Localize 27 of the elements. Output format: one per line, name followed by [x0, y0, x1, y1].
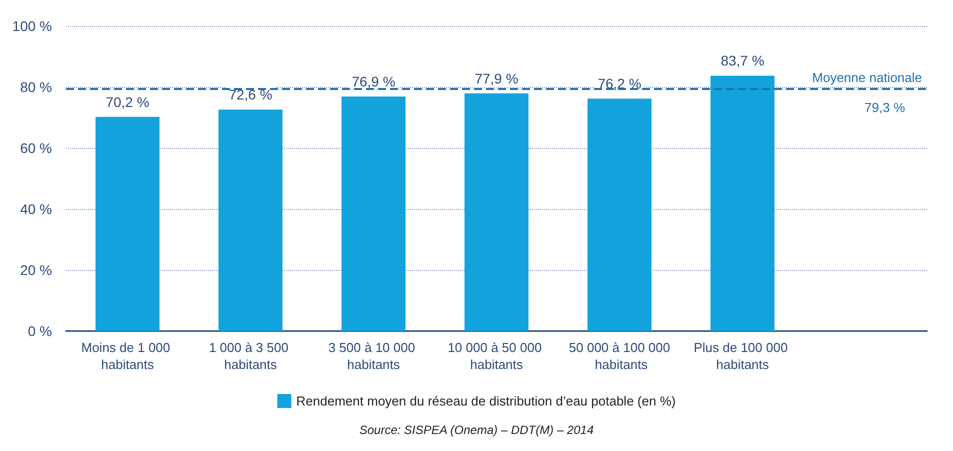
data-label: 83,7 % — [720, 52, 764, 69]
x-tick-label: 50 000 à 100 000 habitants — [568, 340, 670, 372]
data-label: 72,6 % — [228, 86, 272, 103]
data-label: 70,2 % — [106, 94, 150, 110]
y-tick-label: 100 % — [12, 18, 52, 34]
legend-label: Rendement moyen du réseau de distribution d’eau potable (en %) — [296, 394, 676, 408]
bar — [218, 110, 282, 331]
y-tick-label: 40 % — [20, 201, 52, 217]
y-tick-label: 20 % — [20, 262, 52, 278]
bar — [710, 76, 774, 331]
bar — [464, 93, 528, 331]
annotation: 79,3 % — [864, 100, 906, 116]
y-tick-label: 80 % — [20, 79, 52, 95]
y-tick-label: 0 % — [28, 323, 52, 339]
x-tick-label: 10 000 à 50 000 habitants — [448, 340, 546, 372]
data-label: 77,9 % — [474, 70, 518, 86]
bar — [96, 116, 160, 331]
data-label: 76,9 % — [352, 73, 396, 90]
ref-line-label: Moyenne nationale — [812, 70, 922, 86]
source-note: Source: SISPEA (Onema) – DDT(M) – 2014 — [359, 423, 594, 437]
bar — [342, 96, 406, 331]
y-tick-label: 60 % — [20, 140, 52, 156]
x-tick-label: Plus de 100 000 habitants — [694, 340, 792, 372]
x-tick-label: 3 500 à 10 000 habitants — [328, 340, 419, 372]
x-tick-label: Moins de 1 000 habitants — [81, 340, 174, 372]
bar — [588, 98, 652, 331]
x-tick-label: 1 000 à 3 500 habitants — [208, 340, 292, 372]
